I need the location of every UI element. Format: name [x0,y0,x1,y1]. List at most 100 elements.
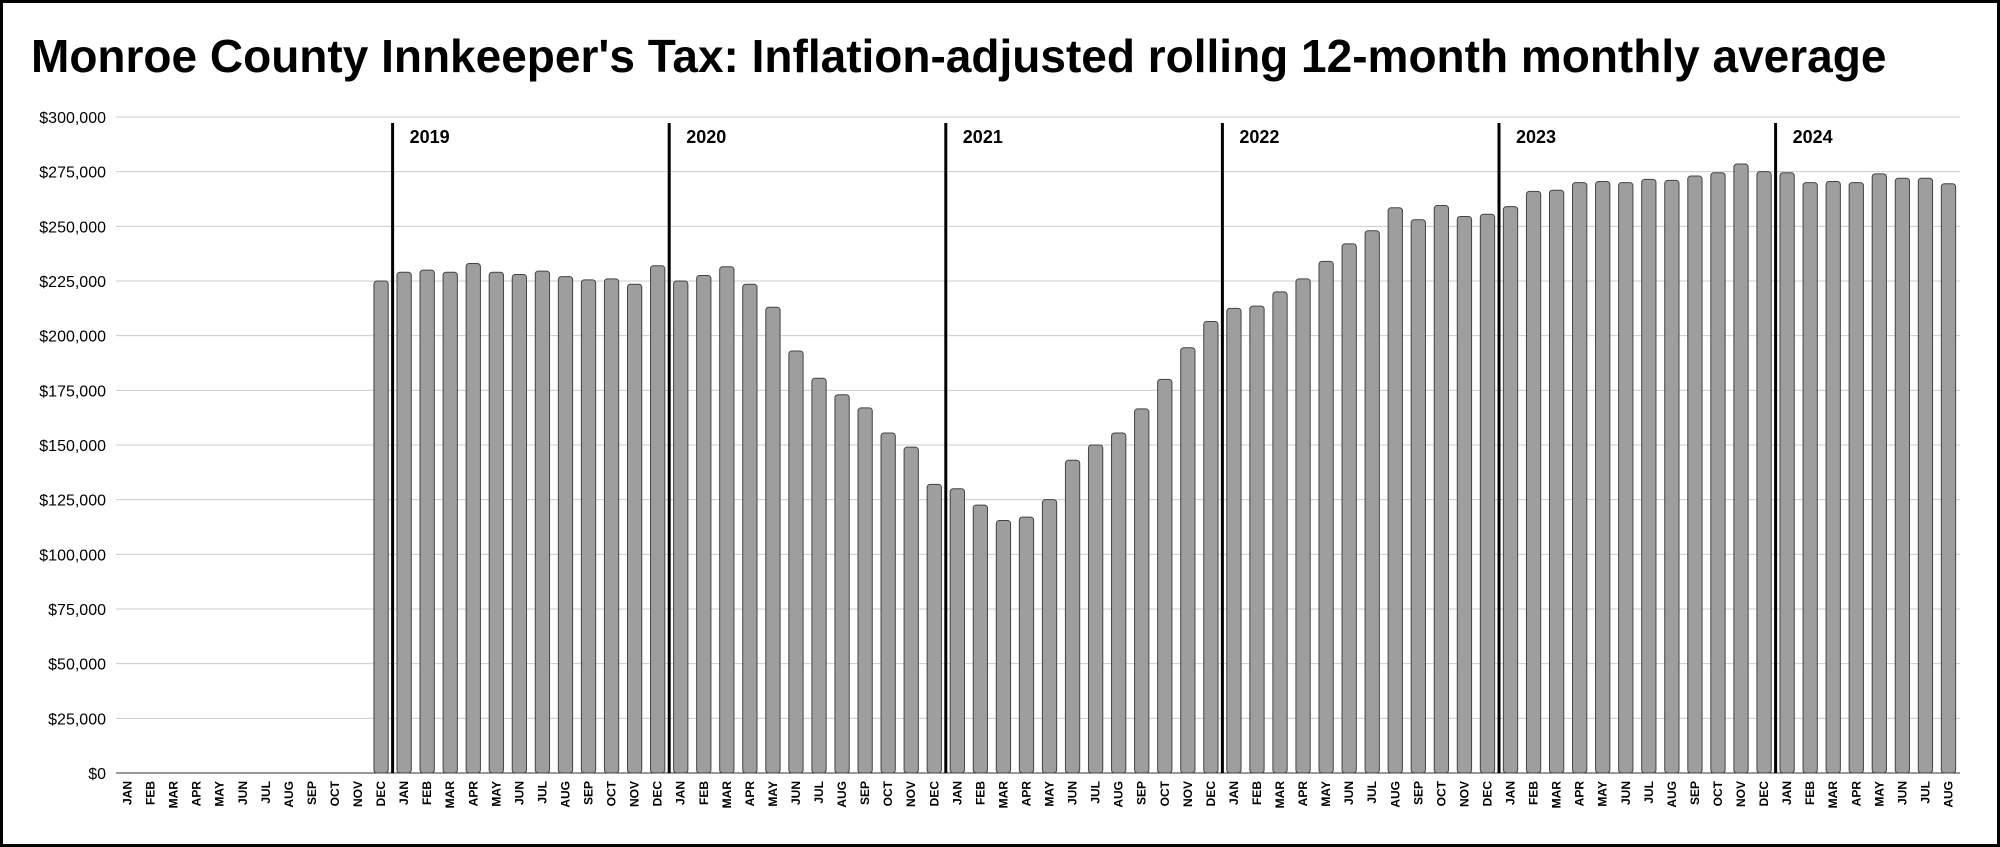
bar [1180,347,1196,774]
bar [603,278,620,774]
x-tick-label: JUL [259,781,273,804]
year-marker-label: 2019 [410,127,450,147]
bar [1917,177,1934,774]
bar [1226,307,1242,774]
bar [1318,260,1334,774]
bar [626,283,643,774]
bar [1387,207,1403,774]
bar [534,270,551,774]
x-tick-label: OCT [1434,780,1448,806]
bar [1848,182,1864,774]
x-tick-label: JAN [1780,781,1794,805]
x-tick-label: NOV [904,781,918,807]
x-tick-label: NOV [1734,781,1748,807]
x-tick-label: APR [743,781,757,807]
x-tick-label: JUN [1619,781,1633,805]
bar [1825,181,1841,774]
bar [488,271,504,774]
y-axis-ticks: $0 $25,000 $50,000 $75,000 $100,000 $125,000 $… [39,110,106,783]
bar [1364,230,1380,774]
x-tick-label: DEC [1757,781,1771,807]
year-marker-label: 2022 [1239,127,1279,147]
x-tick-label: APR [1019,781,1033,807]
bar [1595,181,1611,774]
bar [1018,516,1035,774]
year-marker-label: 2023 [1516,127,1556,147]
bar [442,271,458,774]
bar [1433,205,1450,774]
x-tick-label: JUL [812,781,826,804]
x-tick-label: SEP [305,781,319,805]
x-tick-label: FEB [1527,781,1541,805]
x-tick-label: MAR [996,781,1010,809]
y-tick-label: $0 [88,766,106,783]
x-tick-label: NOV [1457,781,1471,807]
x-tick-label: MAR [167,781,181,809]
x-tick-label: MAY [1319,781,1333,807]
bar [788,350,804,774]
x-tick-label: SEP [1135,781,1149,805]
x-tick-label: MAR [1550,781,1564,809]
x-tick-label: AUG [1112,781,1126,808]
bar [742,283,758,774]
x-tick-label: JUN [789,781,803,805]
bar [1894,177,1911,774]
chart-title: Monroe County Innkeeper's Tax: Inflation… [31,30,1887,82]
bar [1733,163,1749,774]
x-tick-label: APR [1573,781,1587,807]
bar [1871,173,1887,774]
x-tick-label: JUN [1342,781,1356,805]
bar [811,377,827,774]
year-markers: 2019 2020 2021 2022 2023 2024 [391,123,1833,773]
x-tick-label: JAN [950,781,964,805]
x-tick-label: MAR [443,781,457,809]
x-tick-label: FEB [1803,781,1817,805]
year-marker-label: 2021 [963,127,1003,147]
bar [1479,213,1496,774]
bar [396,271,412,774]
y-tick-label: $275,000 [39,165,106,182]
bar [1502,206,1519,774]
x-tick-label: APR [1296,781,1310,807]
y-tick-label: $175,000 [39,383,106,400]
bar [1548,189,1565,774]
bar [696,275,712,774]
x-tick-label: JUL [535,781,549,804]
x-tick-label: FEB [697,781,711,805]
x-tick-label: OCT [605,780,619,806]
x-tick-label: FEB [973,781,987,805]
bar [765,306,781,774]
x-tick-label: JUL [1089,781,1103,804]
x-tick-label: JAN [121,781,135,805]
bar [1456,215,1473,774]
year-marker-label: 2024 [1793,127,1833,147]
x-tick-label: JAN [674,781,688,805]
x-tick-label: JUL [1918,781,1932,804]
bar [1157,378,1173,774]
x-tick-label: AUG [558,781,572,808]
x-tick-label: DEC [1204,781,1218,807]
bar [1295,278,1311,774]
bar [1111,432,1127,774]
y-tick-label: $225,000 [39,274,106,291]
x-tick-label: FEB [144,781,158,805]
bar [373,280,389,774]
x-tick-label: JUL [1365,781,1379,804]
x-tick-label: JUL [1642,781,1656,804]
bars [373,163,1957,774]
x-tick-label: OCT [1158,780,1172,806]
x-tick-label: NOV [351,781,365,807]
bar [1272,291,1288,774]
y-tick-label: $150,000 [39,438,106,455]
bar [1572,182,1588,774]
bar [1641,178,1657,774]
bar [1525,190,1542,774]
bar [1087,444,1104,774]
bar [880,432,896,774]
bar [1410,219,1426,774]
x-tick-label: MAY [489,781,503,807]
bar [673,280,689,774]
x-axis-ticks: JAN FEB MAR APR MAY JUN JUL AUG SEP OCT NOV DEC JAN F… [121,780,1956,808]
x-tick-label: DEC [374,781,388,807]
y-tick-label: $300,000 [39,110,106,127]
